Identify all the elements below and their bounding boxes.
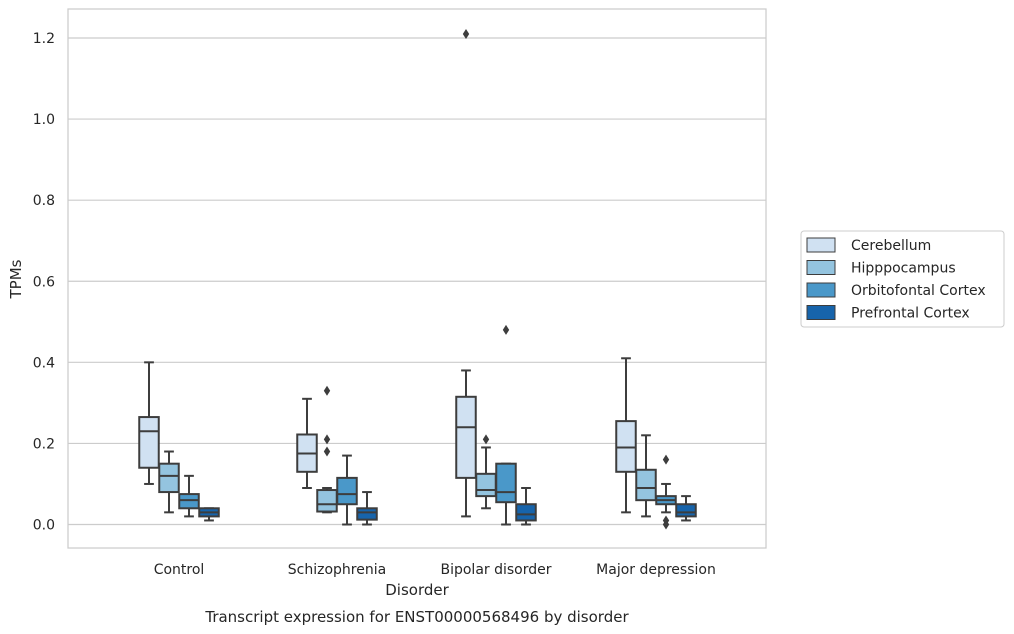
box-iqr (138, 416, 160, 469)
box-iqr (675, 503, 697, 518)
outlier-point (662, 519, 670, 530)
y-tick-label: 0.0 (33, 518, 55, 534)
outlier-point (323, 385, 331, 396)
legend-swatch (806, 305, 836, 320)
box-iqr (615, 420, 637, 473)
box-iqr (495, 462, 517, 504)
legend-swatch (806, 282, 836, 298)
legend-entry: Prefrontal Cortex (851, 306, 970, 322)
legend: Cerebellum Hipppocampus Orbitofontal Corte… (800, 230, 1005, 328)
y-tick-label: 0.2 (33, 436, 55, 452)
outlier-point (482, 434, 490, 445)
y-tick-label: 1.0 (33, 112, 55, 128)
box-1-1 (316, 385, 338, 514)
box-iqr (475, 472, 497, 498)
y-axis-label: TPMs (7, 259, 25, 299)
outlier-point (323, 434, 331, 445)
box-iqr (336, 476, 358, 506)
box-3-2 (515, 487, 537, 526)
box-1-0 (158, 450, 180, 514)
plot-frame (67, 8, 767, 549)
box-groups (138, 28, 697, 530)
box-iqr (316, 489, 338, 513)
box-2-0 (178, 474, 200, 518)
legend-swatch (806, 260, 836, 275)
chart-caption: Transcript expression for ENST0000056849… (204, 608, 629, 626)
box-1-2 (475, 434, 497, 510)
y-tick-labels: 0.0 0.2 0.4 0.6 0.8 1.0 1.2 (33, 31, 55, 534)
grid-lines (68, 37, 766, 526)
box-2-3 (655, 454, 677, 530)
box-iqr (515, 503, 537, 522)
box-iqr (356, 507, 378, 521)
x-axis-label: Disorder (385, 581, 449, 599)
box-0-2 (455, 28, 477, 518)
box-0-0 (138, 361, 160, 485)
box-0-1 (296, 397, 318, 490)
outlier-point (662, 454, 670, 465)
x-tick-label: Schizophrenia (288, 562, 386, 578)
legend-entry: Hipppocampus (851, 261, 956, 277)
box-iqr (178, 493, 200, 510)
box-3-1 (356, 491, 378, 526)
box-iqr (635, 468, 657, 502)
box-3-3 (675, 495, 697, 522)
x-tick-label: Bipolar disorder (440, 562, 551, 578)
box-2-1 (336, 454, 358, 526)
legend-entry: Orbitofontal Cortex (851, 283, 986, 299)
y-tick-label: 0.4 (33, 355, 55, 371)
y-tick-label: 0.8 (33, 193, 55, 209)
x-tick-label: Control (154, 562, 205, 578)
box-3-0 (198, 507, 220, 522)
legend-entry: Cerebellum (851, 238, 931, 254)
y-tick-label: 0.6 (33, 274, 55, 290)
x-tick-labels: Control Schizophrenia Bipolar disorder Majo… (154, 562, 716, 578)
box-1-3 (635, 434, 657, 518)
box-iqr (455, 395, 477, 479)
outlier-point (323, 446, 331, 457)
box-0-3 (615, 357, 637, 514)
y-tick-label: 1.2 (33, 31, 55, 47)
x-tick-label: Major depression (596, 562, 716, 578)
outlier-point (502, 324, 510, 335)
box-2-2 (495, 324, 517, 526)
legend-swatch (806, 237, 836, 253)
outlier-point (462, 28, 470, 39)
legend-frame (800, 230, 1005, 328)
box-iqr (158, 462, 180, 494)
